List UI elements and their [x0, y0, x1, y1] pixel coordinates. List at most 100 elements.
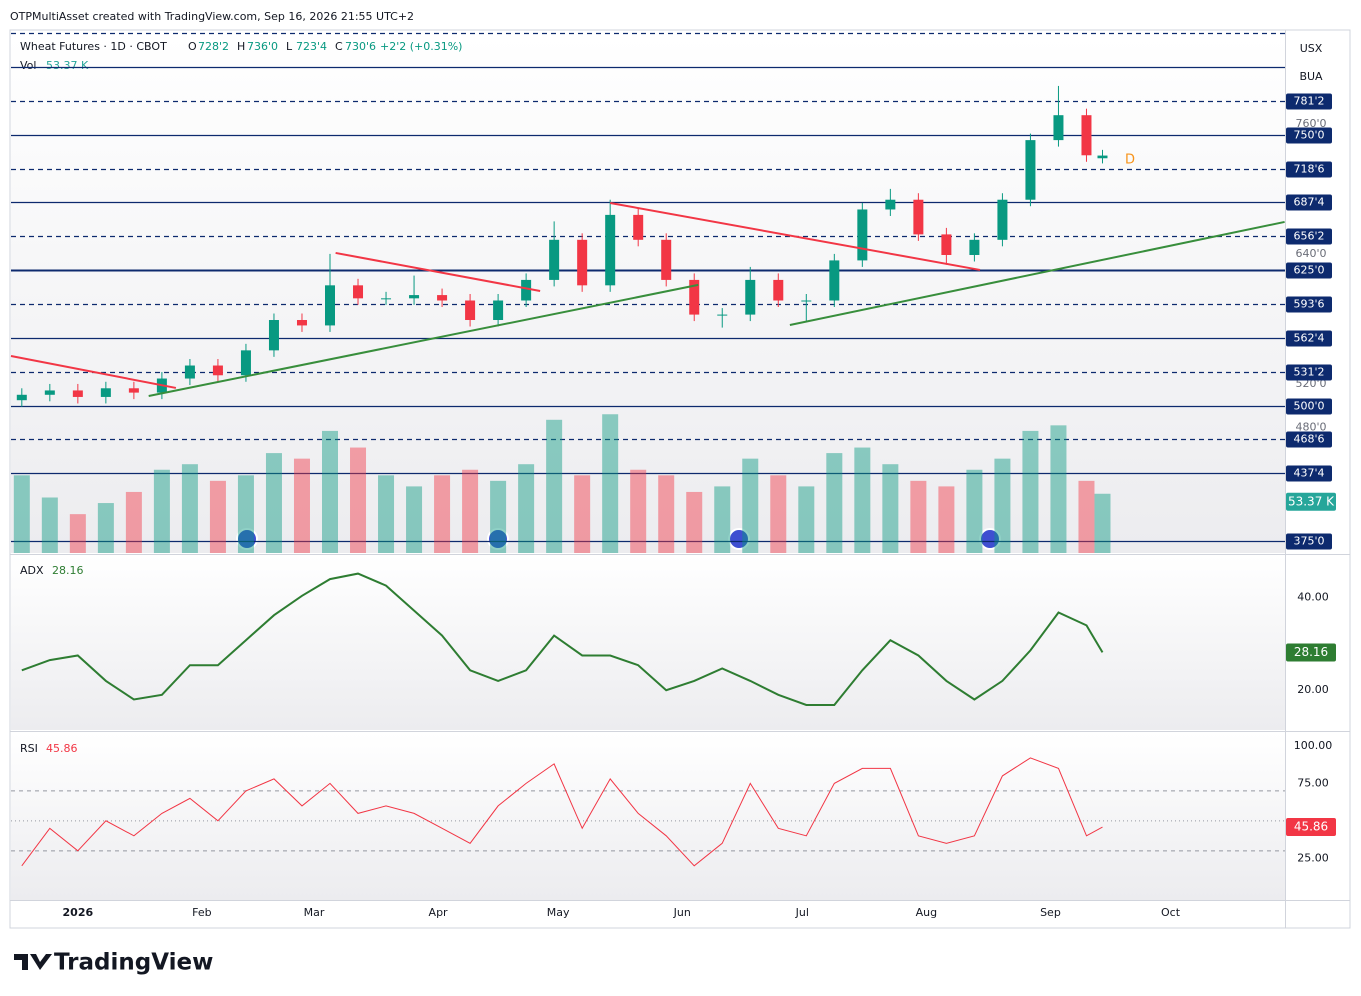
- candle-body: [296, 320, 307, 326]
- candle-body: [521, 279, 532, 301]
- candle-body: [1081, 115, 1092, 156]
- x-tick-label: 2026: [63, 906, 94, 919]
- level-label: 625'0: [1293, 264, 1324, 277]
- volume-bar: [1050, 425, 1067, 553]
- candle-body: [941, 234, 952, 255]
- volume-bar: [1078, 480, 1095, 553]
- volume-badge-label: 53.37 K: [1288, 494, 1335, 508]
- rsi-pane: [11, 733, 1285, 900]
- adx-tick-label: 40.00: [1297, 591, 1329, 604]
- volume-bar: [882, 464, 899, 553]
- candle-body: [437, 295, 448, 301]
- volume-bar: [602, 414, 619, 553]
- volume-bar: [153, 469, 170, 553]
- volume-bar: [770, 475, 787, 553]
- level-badge: [1286, 398, 1332, 415]
- candle-body: [913, 199, 924, 235]
- volume-bar: [462, 469, 479, 553]
- candle-body: [969, 239, 980, 255]
- volume-bar: [518, 464, 535, 553]
- volume-bar: [1022, 430, 1039, 553]
- brand: TradingView: [54, 950, 213, 976]
- logo: TradingView: [14, 950, 213, 976]
- volume-bar: [434, 475, 451, 553]
- candle-body: [325, 285, 336, 326]
- header: OTPMultiAsset created with TradingView.c…: [10, 10, 414, 23]
- candle-body: [549, 239, 560, 280]
- candle-body: [997, 199, 1008, 240]
- volume-bar: [378, 475, 395, 553]
- rsi-badge-label: 45.86: [1294, 820, 1328, 834]
- rsi-name: RSI: [20, 742, 38, 755]
- candle-body: [212, 365, 223, 376]
- level-badge: [1286, 228, 1332, 245]
- candle-body: [1025, 140, 1036, 200]
- x-tick-label: Aug: [916, 906, 937, 919]
- candle-body: [661, 239, 672, 280]
- adx-line: [21, 572, 1104, 706]
- rsi-tick-label: 25.00: [1297, 851, 1329, 864]
- change: +2'2 (+0.31%): [380, 40, 462, 53]
- candle-body: [16, 394, 27, 401]
- event-icon[interactable]: [979, 528, 1001, 550]
- trendline: [789, 220, 1285, 326]
- candle-body: [829, 260, 840, 301]
- adx-tick-label: 20.00: [1297, 683, 1329, 696]
- level-badge: [1286, 364, 1332, 381]
- candle-body: [353, 285, 364, 299]
- candle-body: [381, 298, 392, 300]
- adx-badge-label: 28.16: [1294, 645, 1328, 659]
- volume-bar: [322, 430, 339, 553]
- ohlc-name: L: [286, 40, 293, 53]
- event-icon[interactable]: [236, 528, 258, 550]
- rsi-tick-label: 75.00: [1297, 776, 1329, 789]
- event-icon[interactable]: [487, 528, 509, 550]
- vol-name: Vol: [20, 59, 36, 72]
- x-tick-label: Sep: [1040, 906, 1061, 919]
- candle-body: [745, 279, 756, 315]
- price-pane: [11, 35, 1285, 553]
- level-label: 500'0: [1293, 400, 1324, 413]
- level-label: 687'4: [1293, 196, 1324, 209]
- candle-body: [577, 239, 588, 286]
- candle-body: [1097, 155, 1108, 159]
- volume-bar: [574, 475, 591, 553]
- adx-badge: [1286, 643, 1336, 662]
- volume-bar: [125, 491, 142, 553]
- level-label: 437'4: [1293, 467, 1324, 480]
- volume-bar: [350, 447, 367, 553]
- ohlc-legend: O 728'2 H 736'0 L 723'4 C 730'6 +2'2 (+0.31%): [188, 40, 462, 53]
- x-tick-label: Mar: [304, 906, 325, 919]
- symbol: Wheat Futures · 1D · CBOT: [20, 40, 167, 53]
- level-label: 656'2: [1293, 230, 1324, 243]
- volume-bar: [1094, 493, 1111, 553]
- volume-bar: [742, 458, 759, 553]
- candle-body: [128, 388, 139, 393]
- trendline: [148, 283, 699, 397]
- level-badge: [1286, 127, 1332, 144]
- ohlc-value: 736'0: [247, 40, 278, 53]
- vol-value: 53.37 K: [46, 59, 89, 72]
- event-icon[interactable]: [728, 528, 750, 550]
- ohlc-name: O: [188, 40, 197, 53]
- level-label: 781'2: [1293, 95, 1324, 108]
- rsi-value: 45.86: [46, 742, 78, 755]
- volume-bar: [69, 514, 86, 553]
- volume-bar: [910, 480, 927, 553]
- level-badge: [1286, 161, 1332, 178]
- volume-bar: [630, 469, 647, 553]
- ohlc-value: 723'4: [296, 40, 327, 53]
- volume-bar: [938, 486, 955, 553]
- x-tick-label: Feb: [192, 906, 211, 919]
- x-tick-label: Jun: [673, 906, 691, 919]
- candle-body: [184, 365, 195, 379]
- logo-mark: [14, 954, 52, 970]
- level-label: 750'0: [1293, 129, 1324, 142]
- level-badge: [1286, 296, 1332, 313]
- level-badge: [1286, 330, 1332, 347]
- volume-bar: [546, 419, 563, 553]
- volume-bar: [13, 475, 30, 553]
- x-tick-label: Oct: [1161, 906, 1181, 919]
- volume-bar: [826, 453, 843, 553]
